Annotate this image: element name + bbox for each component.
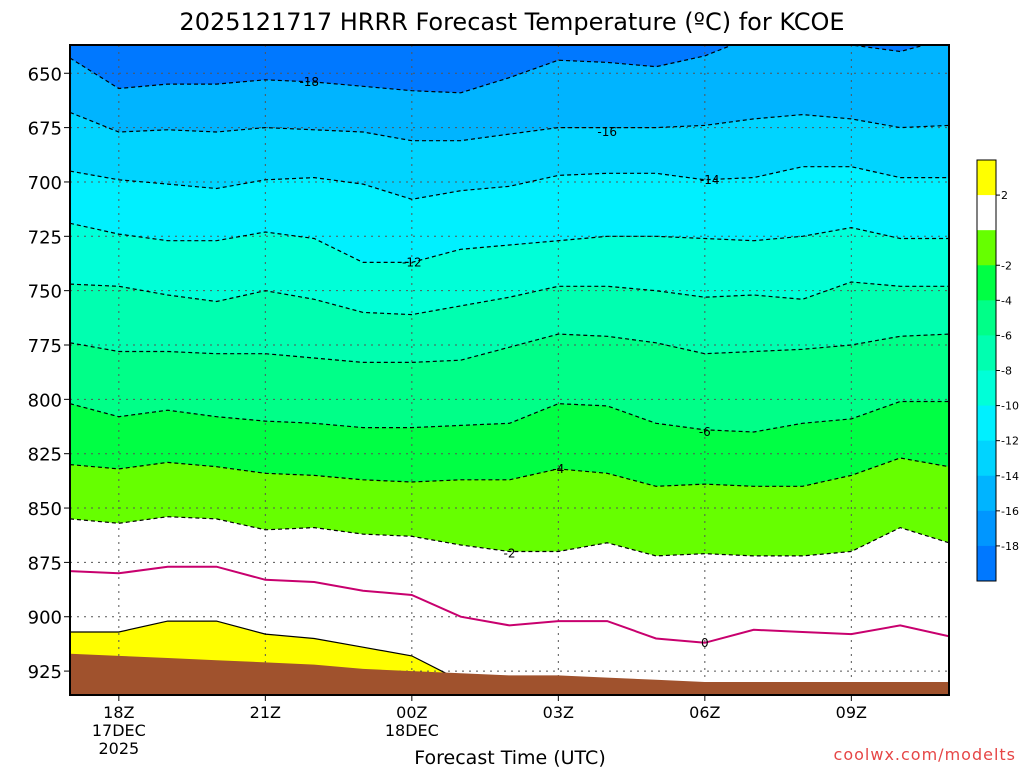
colorbar-label: -6 <box>1001 329 1012 342</box>
x-tick-year-18Z: 2025 <box>98 739 139 758</box>
colorbar-label: -8 <box>1001 365 1012 378</box>
colorbar-swatch <box>977 335 996 371</box>
isotherm-line--2 <box>70 516 949 557</box>
isotherm-line-0 <box>70 565 949 644</box>
isotherm-line--6 <box>70 400 949 433</box>
colorbar-swatch <box>977 440 996 477</box>
y-axis: 650 675 700 725 750 775 800 825 850 875 900 925 <box>28 64 70 683</box>
y-tick-label-800: 800 <box>28 390 62 411</box>
y-tick-label-775: 775 <box>28 336 62 357</box>
colorbar-label: -18 <box>1001 540 1019 553</box>
colorbar-swatch <box>977 405 996 442</box>
isotherm-lines <box>70 45 949 674</box>
colorbar-swatch <box>977 195 996 231</box>
isotherm-label--16: -16 <box>597 125 617 139</box>
x-tick-label-18Z: 18Z <box>103 703 134 722</box>
terrain-surface <box>70 653 949 695</box>
x-axis-label: Forecast Time (UTC) <box>414 747 605 768</box>
colorbar-label: 2 <box>1001 189 1008 202</box>
colorbar-swatch <box>977 370 996 407</box>
colorbar-swatch <box>977 300 996 336</box>
isotherm-line--16 <box>70 111 949 142</box>
isotherm-line--8 <box>70 333 949 363</box>
plot-area <box>70 45 949 695</box>
x-tick-label-21Z: 21Z <box>250 703 281 722</box>
isotherm-label--14: -14 <box>700 173 720 187</box>
x-tick-date-18Z: 17DEC <box>92 721 146 740</box>
isotherm-line--14 <box>70 166 949 200</box>
colorbar-label: -16 <box>1001 505 1019 518</box>
x-tick-label-00Z: 00Z <box>396 703 427 722</box>
y-tick-label-900: 900 <box>28 608 62 629</box>
colorbar: 2 -2 -4 -6 -8 -10 -12 -14 -16 -18 <box>976 159 1019 582</box>
colorbar-label: -14 <box>1001 470 1019 483</box>
isotherm-label--2: -2 <box>504 547 516 561</box>
isotherm-line--4 <box>70 457 949 487</box>
x-tick-label-06Z: 06Z <box>689 703 720 722</box>
x-tick-label-09Z: 09Z <box>836 703 867 722</box>
colorbar-label: -2 <box>1001 259 1012 272</box>
colorbar-label: -12 <box>1001 435 1019 448</box>
temperature-bands <box>70 45 949 695</box>
x-tick-label-03Z: 03Z <box>543 703 574 722</box>
y-tick-label-700: 700 <box>28 173 62 194</box>
isotherm-line--12 <box>70 222 949 263</box>
colorbar-label: -10 <box>1001 400 1019 413</box>
isotherm-line--10 <box>70 281 949 316</box>
isotherm-label--12: -12 <box>402 255 422 269</box>
y-tick-label-850: 850 <box>28 499 62 520</box>
isotherm-label--4: -4 <box>552 462 564 476</box>
terrain-fill <box>70 653 949 695</box>
isotherm-line--18 <box>70 45 927 94</box>
isotherm-line-2 <box>70 620 447 674</box>
isotherm-label--6: -6 <box>699 425 711 439</box>
credit-text: coolwx.com/modelts <box>834 745 1016 764</box>
y-tick-label-825: 825 <box>28 445 62 466</box>
colorbar-swatch <box>977 230 996 266</box>
y-tick-label-725: 725 <box>28 227 62 248</box>
isotherm-labels: -18 -16 -14 -12 -6 -4 -2 0 <box>299 75 719 650</box>
y-tick-label-925: 925 <box>28 662 62 683</box>
colorbar-swatch <box>977 475 996 512</box>
isotherm-label-0: 0 <box>701 636 709 650</box>
colorbar-swatch <box>977 545 996 582</box>
colorbar-swatch <box>977 265 996 301</box>
isotherm-label--18: -18 <box>299 75 319 89</box>
y-tick-label-675: 675 <box>28 119 62 140</box>
plot-frame <box>69 44 950 696</box>
y-tick-label-875: 875 <box>28 553 62 574</box>
y-tick-label-750: 750 <box>28 282 62 303</box>
chart-title: 2025121717 HRRR Forecast Temperature (ºC… <box>179 8 844 36</box>
colorbar-swatch <box>977 510 996 547</box>
x-tick-date-00Z: 18DEC <box>385 721 439 740</box>
y-tick-label-650: 650 <box>28 64 62 85</box>
colorbar-label: -4 <box>1001 294 1012 307</box>
colorbar-swatch <box>977 160 996 196</box>
